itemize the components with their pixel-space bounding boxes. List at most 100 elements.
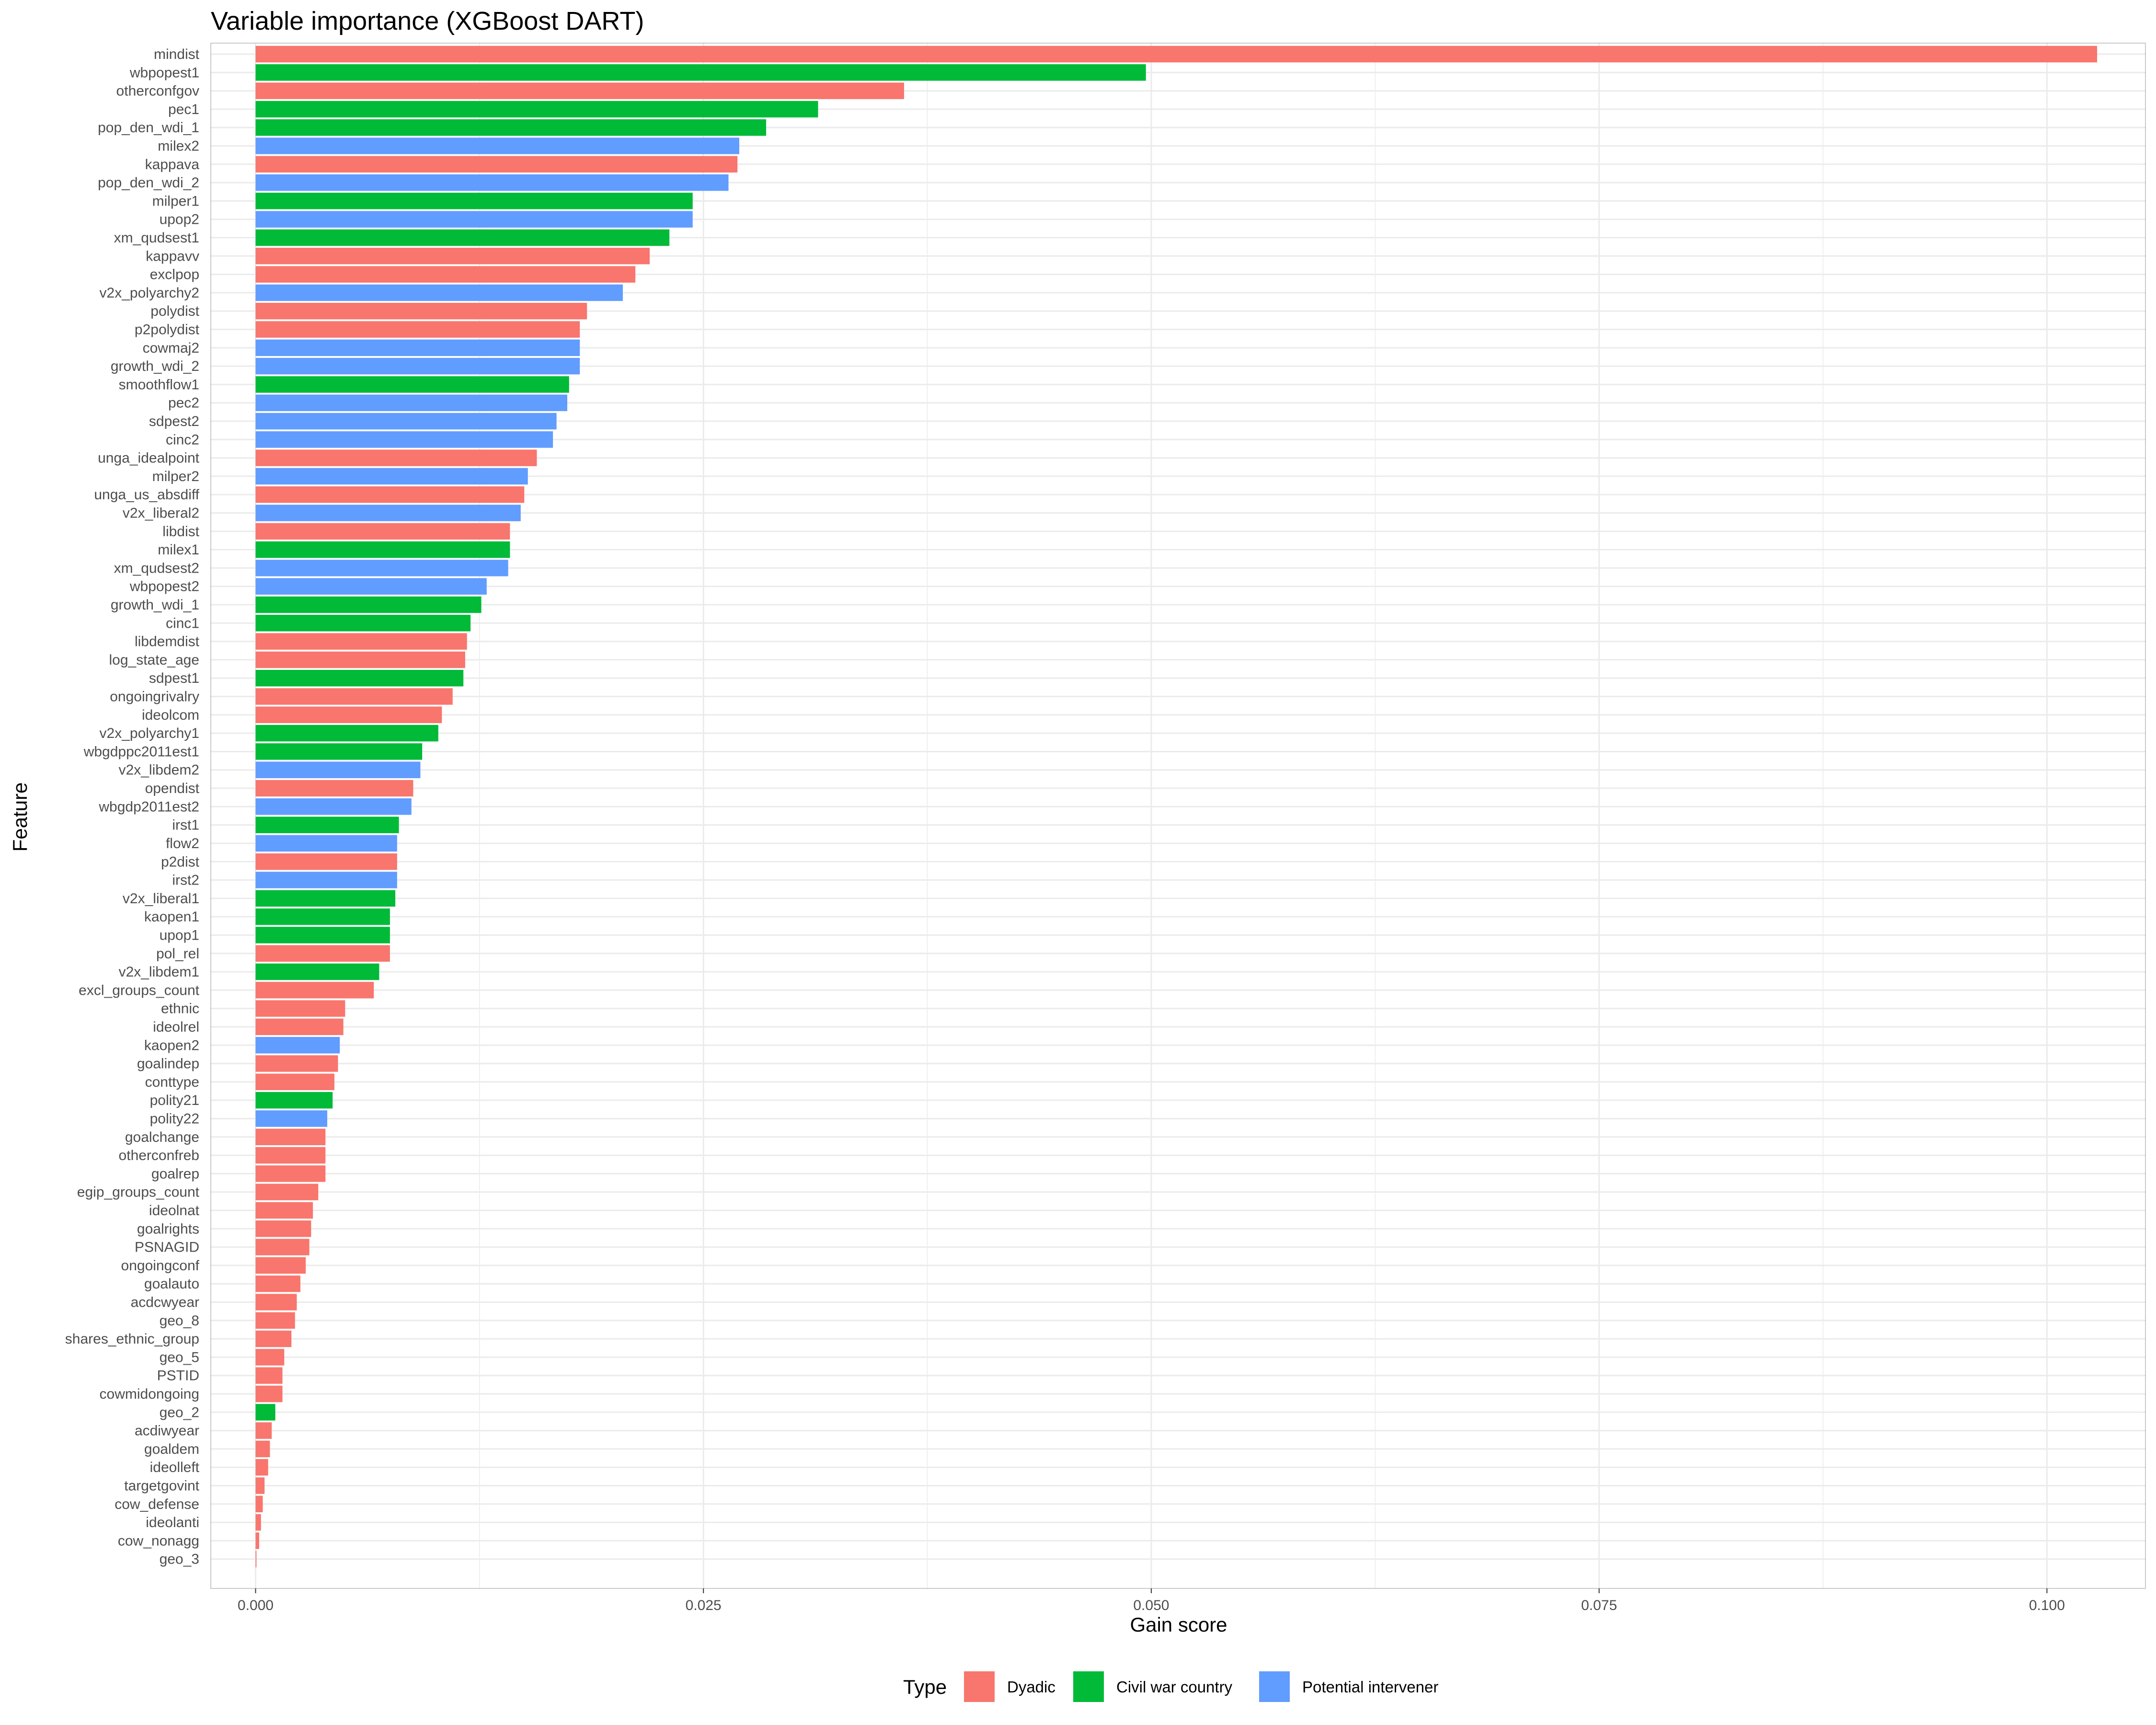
bar-acdiwyear <box>255 1422 272 1439</box>
bar-milper2 <box>255 468 528 485</box>
bar-ideolrel <box>255 1018 344 1035</box>
bar-xm_qudsest1 <box>255 229 670 246</box>
x-axis-title: Gain score <box>1130 1613 1227 1636</box>
y-tick-label: pec1 <box>168 102 199 117</box>
y-tick-label: targetgovint <box>124 1478 199 1494</box>
legend-key-potential-intervener <box>1259 1671 1290 1702</box>
y-tick-label: kappavv <box>146 248 199 264</box>
y-tick-label: pop_den_wdi_1 <box>98 120 199 136</box>
bar-otherconfgov <box>255 82 904 99</box>
bar-v2x_polyarchy2 <box>255 284 623 301</box>
bar-p2dist <box>255 853 397 870</box>
y-tick-label: goalindep <box>137 1056 199 1072</box>
bar-ideolnat <box>255 1202 313 1219</box>
chart-title: Variable importance (XGBoost DART) <box>211 7 644 35</box>
x-tick-label: 0.050 <box>1133 1598 1169 1613</box>
bar-pol_rel <box>255 945 390 962</box>
y-tick-label: irst2 <box>172 873 199 888</box>
bar-xm_qudsest2 <box>255 560 508 576</box>
bar-acdcwyear <box>255 1294 297 1311</box>
y-tick-label: sdpest1 <box>149 670 199 686</box>
y-tick-label: smoothflow1 <box>119 377 199 392</box>
y-tick-label: v2x_libdem2 <box>119 762 199 778</box>
legend-key-dyadic <box>964 1671 995 1702</box>
bar-flow2 <box>255 835 397 852</box>
bar-goalindep <box>255 1055 338 1072</box>
y-tick-label: v2x_polyarchy2 <box>100 285 199 301</box>
y-tick-label: wbgdp2011est2 <box>98 799 199 815</box>
bar-ideolanti <box>255 1514 261 1531</box>
bar-opendist <box>255 780 413 797</box>
x-tick-label: 0.100 <box>2029 1598 2065 1613</box>
bars-group <box>255 46 2098 1567</box>
bar-cow_nonagg <box>255 1532 259 1549</box>
y-tick-label: xm_qudsest1 <box>114 230 199 246</box>
bar-libdist <box>255 523 510 540</box>
bar-wbgdppc2011est1 <box>255 743 423 760</box>
y-tick-label: polity22 <box>150 1111 199 1127</box>
bar-PSNAGID <box>255 1239 310 1255</box>
y-tick-label: xm_qudsest2 <box>114 560 199 576</box>
bar-growth_wdi_2 <box>255 357 580 375</box>
bar-targetgovint <box>255 1477 265 1494</box>
y-tick-label: wbgdppc2011est1 <box>83 744 199 759</box>
bar-goalrep <box>255 1165 326 1182</box>
y-tick-label: pol_rel <box>156 946 199 962</box>
bar-excl_groups_count <box>255 982 374 999</box>
y-tick-label: pec2 <box>168 395 199 411</box>
legend-label: Potential intervener <box>1302 1678 1438 1696</box>
y-tick-label: exclpop <box>150 267 199 283</box>
y-axis-title: Feature <box>9 782 31 852</box>
bar-v2x_libdem2 <box>255 761 421 778</box>
y-tick-label: libdist <box>162 524 199 540</box>
bar-PSTID <box>255 1367 283 1384</box>
bar-v2x_libdem1 <box>255 963 379 980</box>
y-tick-label: pop_den_wdi_2 <box>98 175 199 191</box>
y-tick-label: ongoingconf <box>121 1258 200 1274</box>
y-tick-label: milex2 <box>158 138 199 154</box>
bar-unga_idealpoint <box>255 449 537 466</box>
y-tick-label: flow2 <box>166 836 199 851</box>
y-tick-label: ongoingrivalry <box>110 689 199 705</box>
y-tick-label: ideolleft <box>150 1460 200 1475</box>
bar-v2x_liberal2 <box>255 505 521 521</box>
y-tick-label: milper2 <box>152 469 199 484</box>
y-tick-label: polydist <box>150 303 199 319</box>
y-tick-label: goalrights <box>137 1221 199 1237</box>
bar-wbpopest2 <box>255 578 487 595</box>
y-tick-label: geo_2 <box>160 1404 199 1420</box>
y-tick-label: kappava <box>145 157 200 172</box>
bar-upop2 <box>255 211 693 228</box>
bar-goalrights <box>255 1220 311 1237</box>
legend-label: Civil war country <box>1116 1678 1233 1696</box>
y-tick-label: acdiwyear <box>135 1423 199 1439</box>
y-tick-label: growth_wdi_2 <box>111 358 199 374</box>
bar-sdpest1 <box>255 670 464 687</box>
bar-unga_us_absdiff <box>255 486 525 503</box>
y-tick-label: ideolnat <box>149 1203 200 1219</box>
y-tick-label: goaldem <box>144 1441 199 1457</box>
y-tick-label: PSNAGID <box>135 1240 199 1255</box>
bar-ongoingconf <box>255 1257 306 1274</box>
bar-ongoingrivalry <box>255 688 453 705</box>
bar-geo_8 <box>255 1312 295 1329</box>
bar-pec2 <box>255 394 568 411</box>
bar-wbgdp2011est2 <box>255 798 412 815</box>
bar-polity22 <box>255 1110 328 1127</box>
y-tick-label: cinc2 <box>166 432 199 448</box>
bar-exclpop <box>255 266 636 283</box>
y-tick-label: shares_ethnic_group <box>65 1331 199 1347</box>
y-tick-label: goalauto <box>144 1276 199 1292</box>
y-tick-label: otherconfreb <box>119 1148 199 1163</box>
bar-goalauto <box>255 1275 300 1292</box>
legend-title: Type <box>903 1676 947 1698</box>
x-tick-label: 0.025 <box>686 1598 722 1613</box>
bar-cinc1 <box>255 615 471 632</box>
y-tick-label: opendist <box>145 781 200 796</box>
y-tick-label: unga_idealpoint <box>98 450 200 466</box>
y-tick-label: growth_wdi_1 <box>111 597 199 613</box>
y-tick-label: excl_groups_count <box>79 982 200 998</box>
y-tick-label: mindist <box>154 46 200 62</box>
bar-otherconfreb <box>255 1147 326 1164</box>
